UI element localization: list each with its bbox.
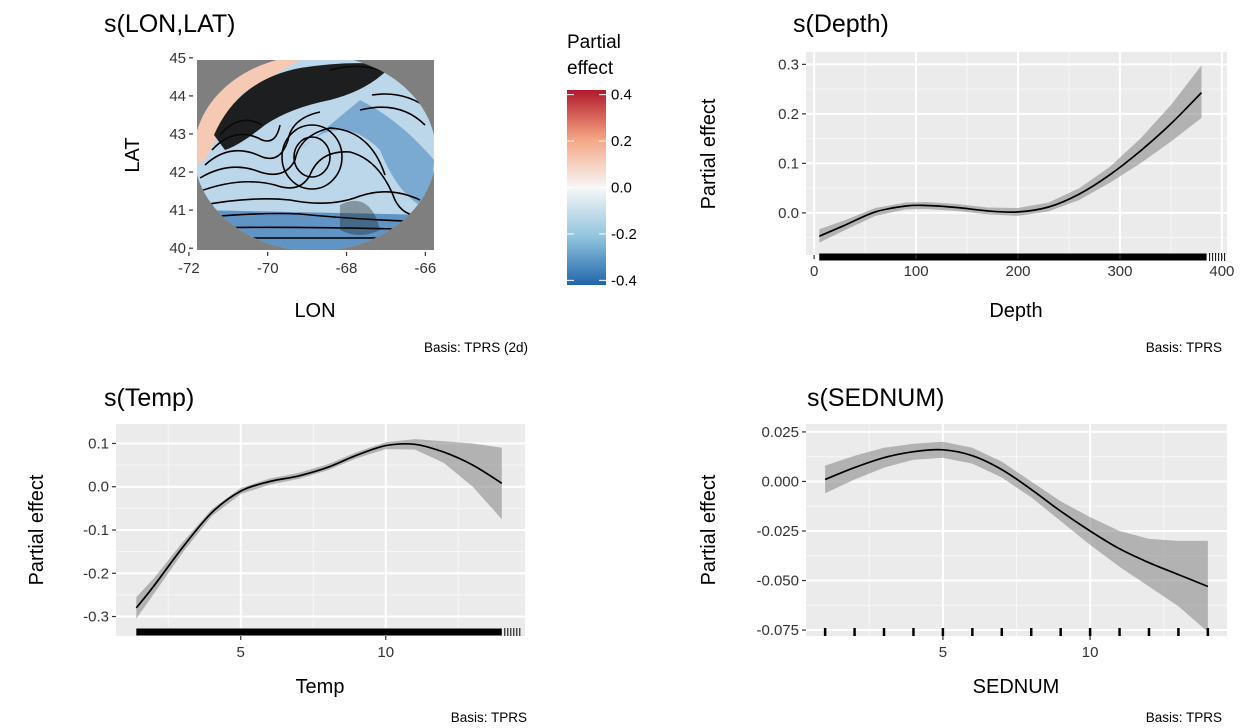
sednum-x-axis-title: SEDNUM xyxy=(973,676,1060,698)
map-caption: Basis: TPRS (2d) xyxy=(424,340,528,355)
temp-y-axis-title: Partial effect xyxy=(26,474,48,585)
temp-plot: 5 10 -0.3 -0.2 -0.1 0.0 0.1 xyxy=(83,424,525,661)
map-x-tick-label: -70 xyxy=(257,260,279,277)
map-y-tick-label: 42 xyxy=(169,164,186,181)
map-x-tick-label: -66 xyxy=(415,260,437,277)
x-tick-label: 300 xyxy=(1107,263,1132,280)
temp-x-axis-title: Temp xyxy=(296,676,345,698)
y-tick-label: -0.1 xyxy=(83,522,109,539)
depth-caption: Basis: TPRS xyxy=(1146,340,1222,355)
y-tick-label: -0.025 xyxy=(756,523,799,540)
legend-tick-label: 0.0 xyxy=(611,180,632,197)
rug-marks xyxy=(819,253,1207,261)
y-tick-label: 0.0 xyxy=(778,205,799,222)
map-observation-density xyxy=(214,63,392,151)
map-x-tick-label: -68 xyxy=(336,260,358,277)
y-tick-label: 0.1 xyxy=(88,435,109,452)
legend-title-line2: effect xyxy=(567,58,614,79)
panel-title-lon-lat: s(LON,LAT) xyxy=(104,10,236,38)
map-y-tick-label: 41 xyxy=(169,202,186,219)
fitted-smooth-line xyxy=(824,448,1209,588)
panel-title-sednum: s(SEDNUM) xyxy=(807,384,945,412)
y-tick-label: 0.025 xyxy=(761,424,799,441)
sednum-caption: Basis: TPRS xyxy=(1146,710,1222,725)
panel-sednum: s(SEDNUM) 5 10 -0.075 -0.050 -0.025 0.000 0.02… xyxy=(698,384,1227,725)
map-plot-area xyxy=(197,60,434,250)
y-tick-label: -0.050 xyxy=(756,573,799,590)
panel-depth: s(Depth) 0 100 200 300 400 0.0 0.1 0.2 0.3 Depth… xyxy=(698,10,1234,355)
x-tick-label: 100 xyxy=(904,263,929,280)
y-tick-label: -0.2 xyxy=(83,565,109,582)
map-x-tick-label: -72 xyxy=(178,260,200,277)
y-tick-label: -0.3 xyxy=(83,609,109,626)
map-x-axis-title: LON xyxy=(294,300,335,322)
y-tick-label: 0.3 xyxy=(778,56,799,73)
legend-tick-label: 0.2 xyxy=(611,133,632,150)
legend-ticks: 0.4 0.2 0.0 -0.2 -0.4 xyxy=(567,87,637,289)
y-tick-label: 0.1 xyxy=(778,155,799,172)
map-y-tick-label: 43 xyxy=(169,126,186,143)
depth-y-axis-title: Partial effect xyxy=(698,98,720,209)
x-tick-label: 5 xyxy=(939,644,947,661)
depth-plot-background xyxy=(806,52,1227,255)
map-y-axis-title: LAT xyxy=(122,137,144,172)
sednum-plot: 5 10 -0.075 -0.050 -0.025 0.000 0.025 xyxy=(756,424,1227,661)
map-y-tick-label: 40 xyxy=(169,240,186,257)
y-tick-label: 0.2 xyxy=(778,106,799,123)
panel-title-temp: s(Temp) xyxy=(104,384,194,412)
y-tick-label: 0.0 xyxy=(88,479,109,496)
x-tick-label: 0 xyxy=(810,263,818,280)
map-surface xyxy=(197,60,434,250)
y-tick-label: 0.000 xyxy=(761,473,799,490)
x-tick-label: 10 xyxy=(377,644,394,661)
map-y-tick-label: 45 xyxy=(169,50,186,67)
x-tick-label: 10 xyxy=(1082,644,1099,661)
depth-plot: 0 100 200 300 400 0.0 0.1 0.2 0.3 xyxy=(778,52,1234,280)
legend-title-line1: Partial xyxy=(567,32,621,53)
panel-temp: s(Temp) 5 10 -0.3 -0.2 -0.1 0.0 0.1 Temp Parti… xyxy=(26,384,527,725)
confidence-band xyxy=(136,439,502,619)
y-tick-label: -0.075 xyxy=(756,622,799,639)
color-legend: Partial effect 0.4 0.2 0.0 -0.2 -0.4 xyxy=(567,32,637,289)
x-tick-label: 200 xyxy=(1006,263,1031,280)
confidence-band xyxy=(819,65,1202,243)
legend-tick-label: -0.2 xyxy=(611,226,637,243)
x-tick-label: 400 xyxy=(1209,263,1234,280)
fitted-smooth-line xyxy=(135,442,503,609)
map-y-tick-label: 44 xyxy=(169,88,186,105)
legend-tick-label: -0.4 xyxy=(611,272,637,289)
map-axes: -72 -70 -68 -66 40 41 42 43 44 45 xyxy=(169,50,436,277)
rug-marks xyxy=(136,628,502,636)
legend-tick-label: 0.4 xyxy=(611,87,632,104)
x-tick-label: 5 xyxy=(237,644,245,661)
fitted-smooth-line xyxy=(818,92,1203,237)
depth-x-axis-title: Depth xyxy=(989,300,1042,322)
panel-title-depth: s(Depth) xyxy=(793,10,889,38)
panel-lon-lat: s(LON,LAT) xyxy=(104,10,637,355)
sednum-y-axis-title: Partial effect xyxy=(698,474,720,585)
temp-caption: Basis: TPRS xyxy=(451,710,527,725)
